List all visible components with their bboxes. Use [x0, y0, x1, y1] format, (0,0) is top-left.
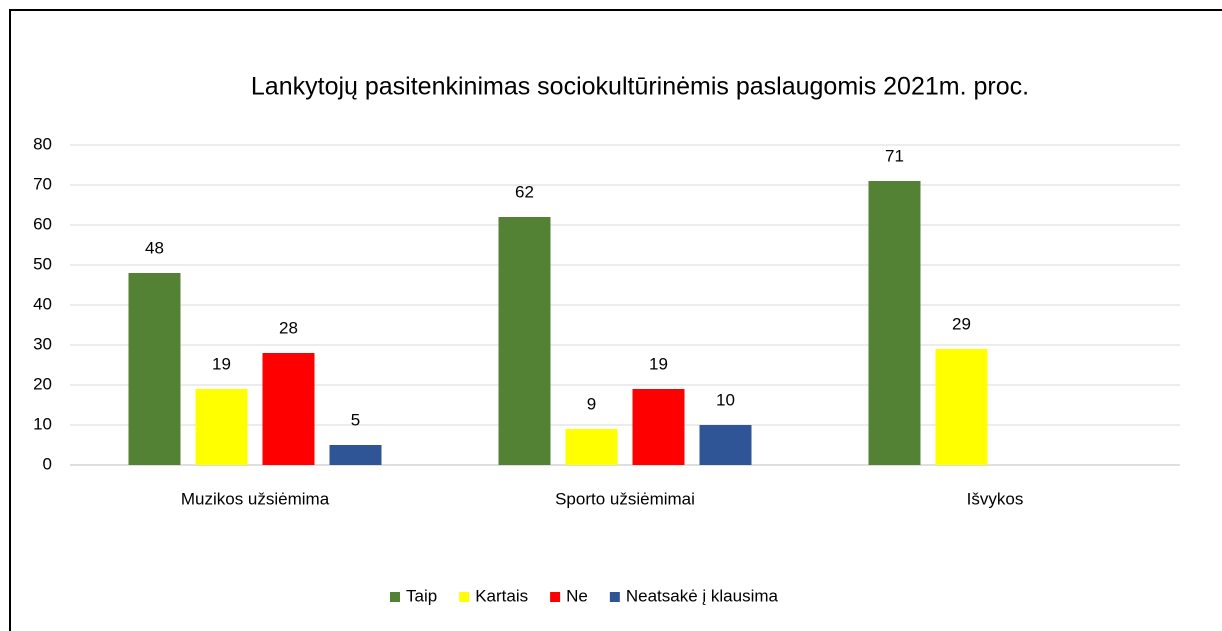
- bar: [565, 429, 618, 465]
- x-tick-label: Muzikos užsiėmima: [181, 489, 330, 508]
- legend-swatch: [459, 592, 470, 602]
- value-label: 19: [649, 354, 668, 373]
- bar: [128, 273, 181, 465]
- value-label: 5: [351, 410, 360, 429]
- y-tick-label: 30: [33, 334, 52, 353]
- value-label: 71: [885, 146, 904, 165]
- legend-swatch: [550, 592, 561, 602]
- legend-label: Kartais: [475, 586, 528, 605]
- legend-label: Neatsakė į klausima: [626, 586, 779, 605]
- y-tick-label: 70: [33, 174, 52, 193]
- bar: [868, 181, 921, 465]
- y-tick-label: 50: [33, 254, 52, 273]
- chart-title: Lankytojų pasitenkinimas sociokultūrinėm…: [251, 73, 1029, 101]
- legend-swatch: [390, 592, 400, 602]
- x-tick-label: Sporto užsiėmimai: [555, 489, 695, 508]
- x-tick-label: Išvykos: [967, 489, 1024, 508]
- y-tick-label: 20: [33, 374, 52, 393]
- value-label: 29: [952, 314, 971, 333]
- value-label: 9: [587, 394, 596, 413]
- bar: [262, 353, 315, 465]
- legend-swatch: [609, 592, 620, 602]
- legend-label: Ne: [566, 586, 588, 605]
- y-tick-label: 80: [33, 134, 52, 153]
- y-tick-label: 60: [33, 214, 52, 233]
- value-label: 28: [279, 318, 298, 337]
- bar: [699, 425, 752, 465]
- y-tick-label: 0: [43, 454, 52, 473]
- bar: [195, 389, 248, 465]
- value-label: 19: [212, 354, 231, 373]
- value-label: 48: [145, 238, 164, 257]
- y-tick-label: 10: [33, 414, 52, 433]
- y-tick-label: 40: [33, 294, 52, 313]
- bar: [329, 445, 382, 465]
- value-label: 10: [716, 390, 735, 409]
- value-label: 62: [515, 182, 534, 201]
- bar: [498, 217, 551, 465]
- legend-label: Taip: [406, 586, 437, 605]
- bar: [935, 349, 988, 465]
- chart-border: [9, 9, 1222, 631]
- bar: [632, 389, 685, 465]
